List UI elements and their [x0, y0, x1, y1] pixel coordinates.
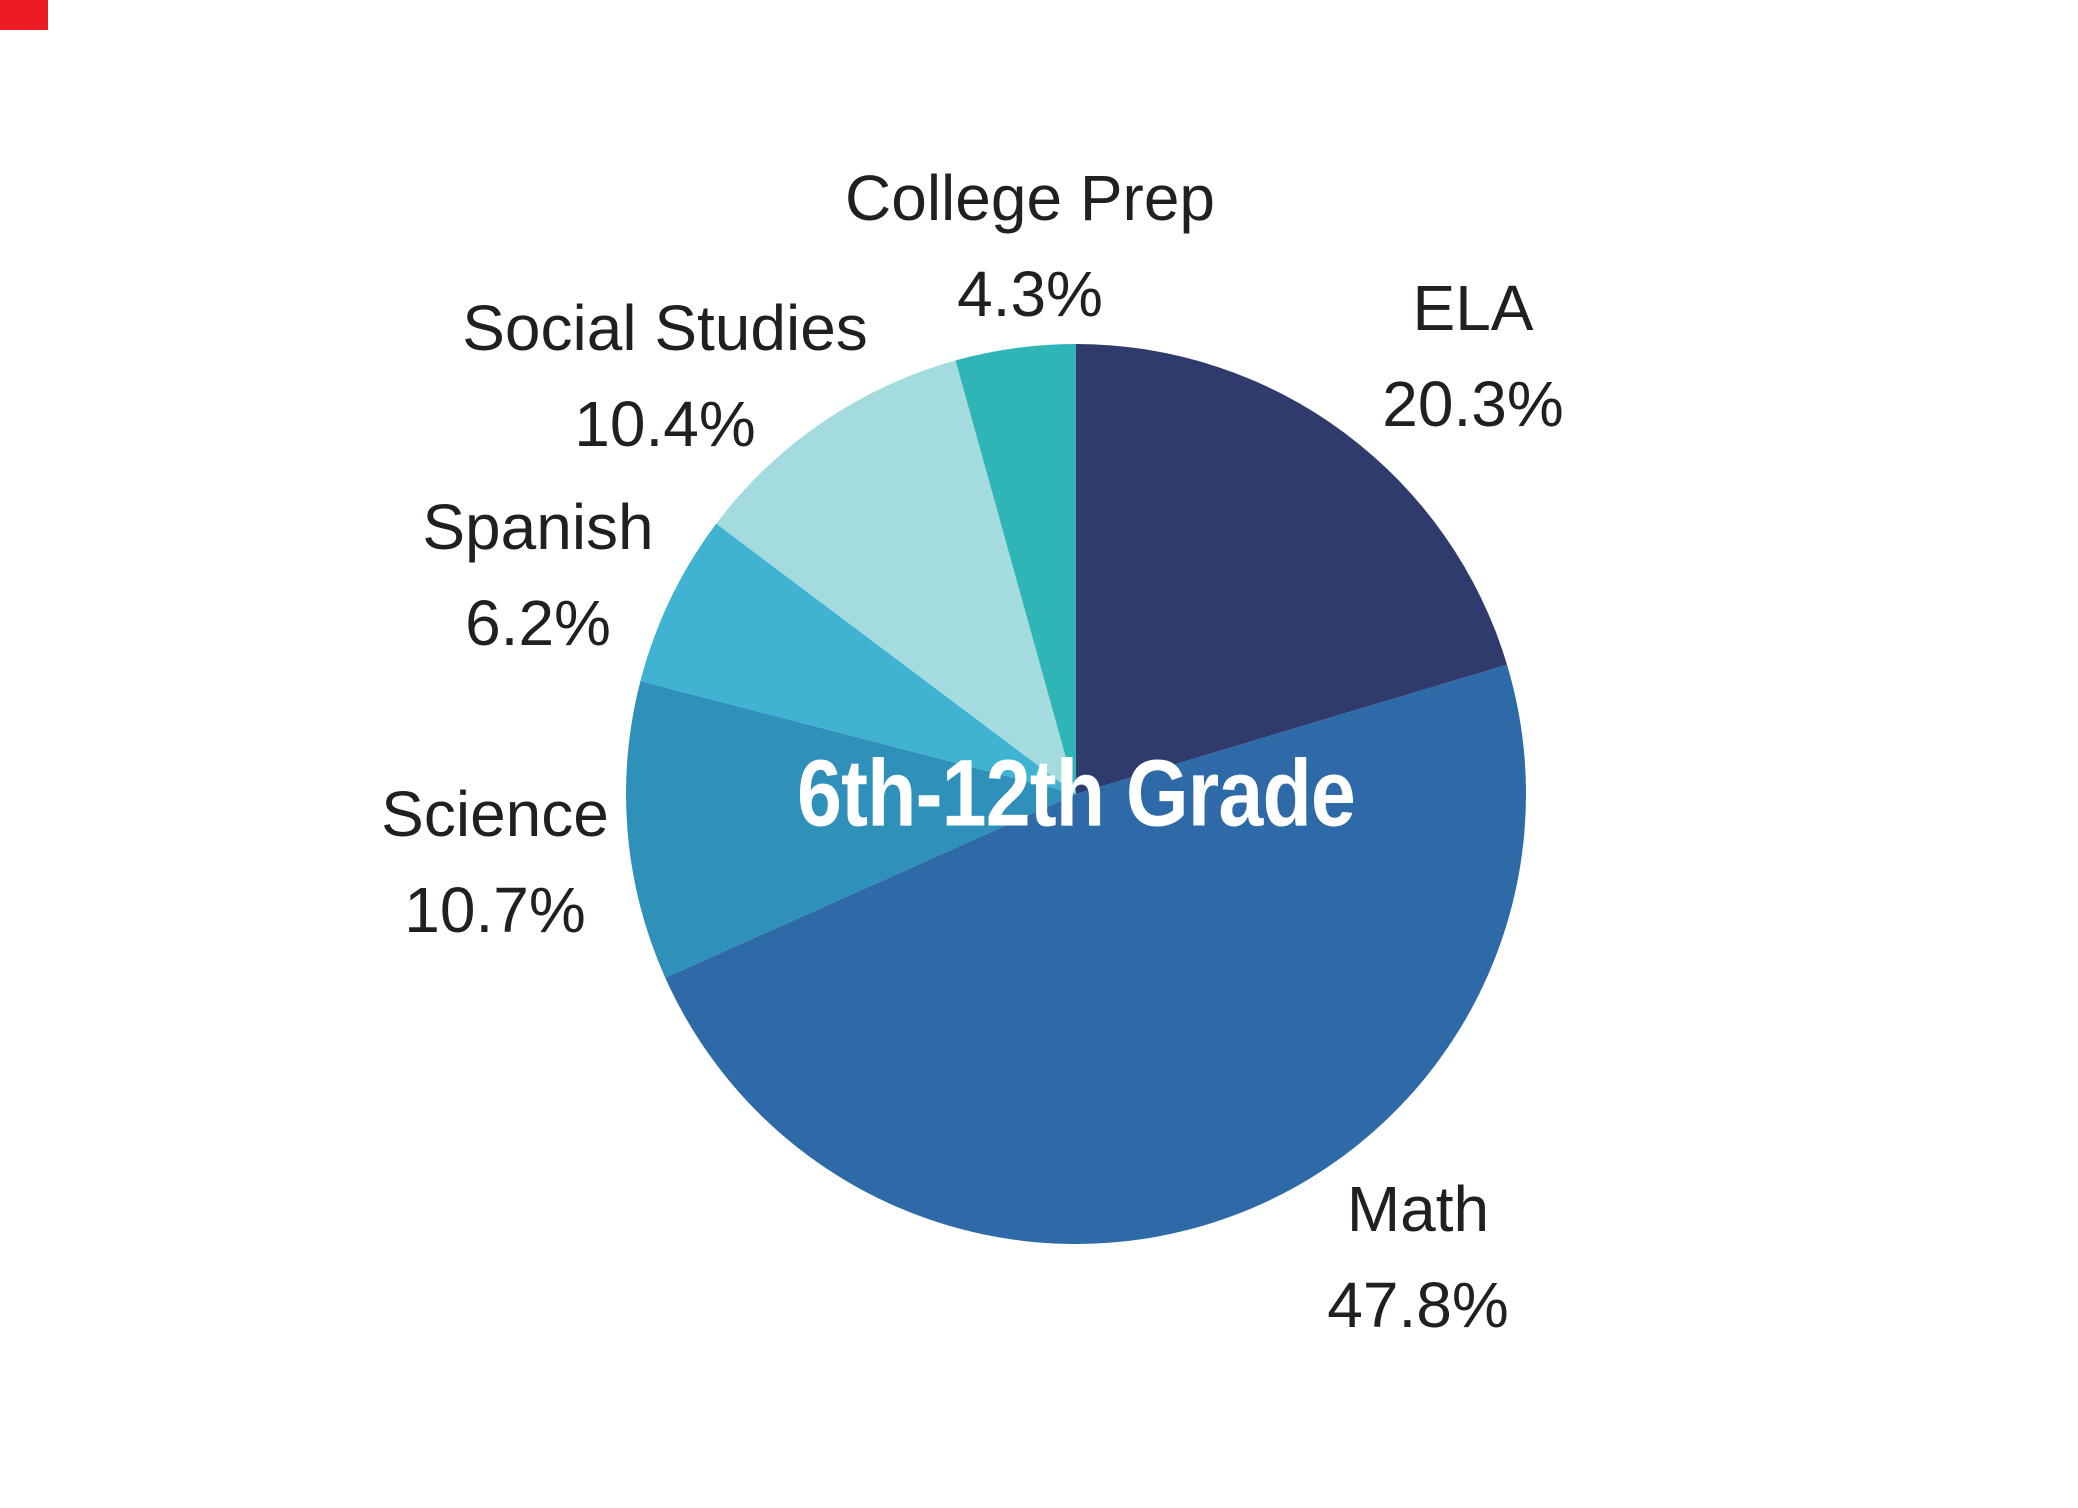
slice-name: College Prep — [845, 162, 1215, 234]
pie-slice-spanish — [640, 523, 1076, 794]
slice-percent: 4.3% — [957, 258, 1103, 330]
slice-label-science: Science 10.7% — [381, 766, 609, 958]
slice-label-social-studies: Social Studies 10.4% — [462, 280, 868, 472]
slice-percent: 47.8% — [1327, 1269, 1509, 1341]
slice-percent: 6.2% — [465, 587, 611, 659]
slice-name: Science — [381, 778, 609, 850]
slice-name: Spanish — [422, 491, 654, 563]
slice-name: Social Studies — [462, 292, 868, 364]
chart-title: 6th-12th Grade — [797, 740, 1356, 847]
slice-percent: 20.3% — [1382, 368, 1564, 440]
slice-label-math: Math 47.8% — [1327, 1161, 1508, 1353]
slice-label-spanish: Spanish 6.2% — [422, 479, 653, 671]
slice-label-college-prep: College Prep 4.3% — [845, 150, 1215, 342]
slice-percent: 10.7% — [404, 874, 586, 946]
slice-name: Math — [1346, 1173, 1490, 1245]
slice-name: ELA — [1412, 272, 1534, 344]
pie-slice-social-studies — [716, 360, 1076, 794]
slice-percent: 10.4% — [574, 388, 756, 460]
pie-slice-math — [665, 664, 1527, 1245]
pie-slice-science — [625, 681, 1076, 978]
slice-label-ela: ELA 20.3% — [1382, 260, 1563, 452]
corner-marker — [0, 0, 48, 30]
pie-slice-ela — [1076, 344, 1508, 794]
pie-slice-college-prep — [955, 344, 1076, 794]
